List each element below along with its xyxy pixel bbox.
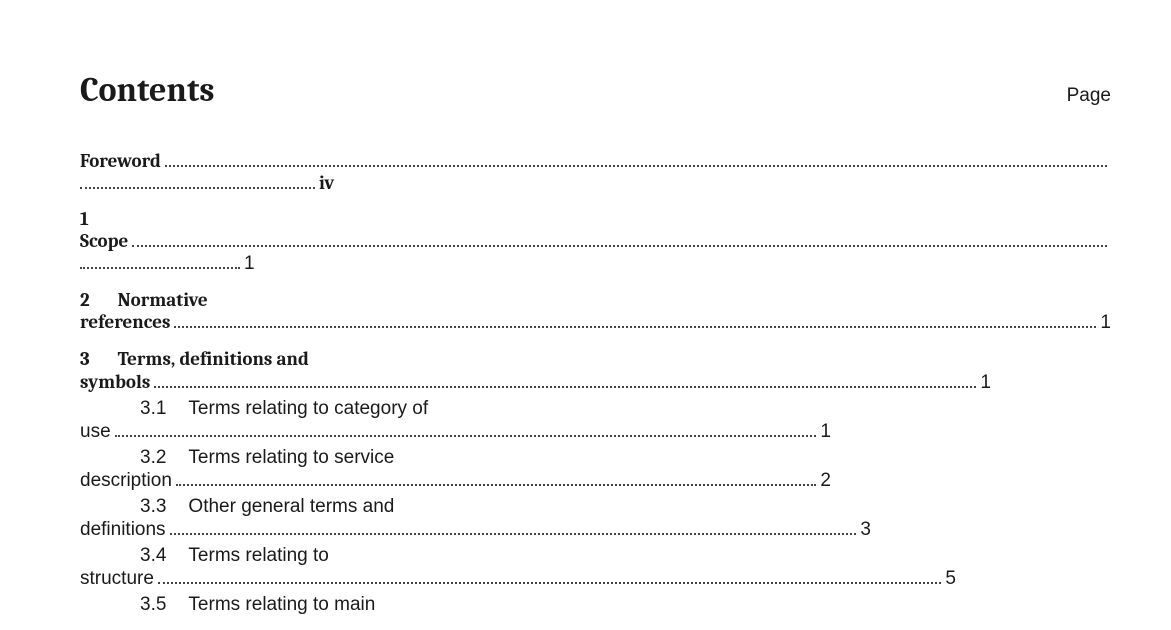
entry-title-part2: references	[80, 311, 170, 333]
toc-body: Foreword iv 1 Scope 1 2 Normative refere…	[80, 150, 1111, 616]
entry-number: 2	[80, 289, 90, 311]
toc-entry-3-2: 3.2 Terms relating to service descriptio…	[80, 447, 1111, 492]
entry-page: iv	[319, 172, 334, 194]
contents-title: Contents	[80, 70, 214, 110]
entry-number: 3.3	[140, 496, 166, 518]
entry-page: 1	[980, 372, 991, 394]
leader-dots	[115, 420, 817, 437]
leader-dots	[165, 150, 1107, 167]
entry-title-part2: symbols	[80, 371, 150, 393]
entry-number: 3.5	[140, 594, 166, 616]
leader-dots	[80, 172, 315, 189]
entry-title: Foreword	[80, 150, 161, 172]
entry-title: Scope	[80, 230, 128, 252]
entry-title-part1: Normative	[118, 289, 208, 311]
entry-page: 1	[1100, 312, 1111, 334]
toc-entry-3-1: 3.1 Terms relating to category of use 1	[80, 398, 1111, 443]
entry-page: 3	[860, 519, 871, 541]
entry-title-part1: Terms relating to	[188, 545, 328, 567]
leader-dots	[80, 252, 240, 269]
page-column-label: Page	[1067, 85, 1111, 107]
toc-entry-3: 3 Terms, definitions and symbols 1	[80, 348, 1111, 393]
entry-page: 2	[820, 470, 831, 492]
entry-number: 3.2	[140, 447, 166, 469]
toc-entry-foreword: Foreword iv	[80, 150, 1111, 194]
entry-title-part1: Terms relating to service	[188, 447, 394, 469]
entry-title-part2: structure	[80, 568, 154, 590]
toc-entry-3-4: 3.4 Terms relating to structure 5	[80, 545, 1111, 590]
entry-title-part2: use	[80, 421, 111, 443]
entry-title-part1: Terms relating to category of	[188, 398, 428, 420]
toc-entry-3-5: 3.5 Terms relating to main	[80, 594, 1111, 616]
leader-dots	[132, 230, 1107, 247]
entry-page: 5	[945, 568, 956, 590]
entry-number: 1	[80, 208, 89, 230]
toc-entry-2: 2 Normative references 1	[80, 289, 1111, 334]
entry-number: 3.4	[140, 545, 166, 567]
leader-dots	[154, 370, 976, 387]
leader-dots	[174, 311, 1096, 328]
entry-title-part1: Other general terms and	[188, 496, 394, 518]
toc-header: Contents Page	[80, 70, 1111, 110]
entry-title-part2: definitions	[80, 519, 166, 541]
leader-dots	[170, 518, 857, 535]
toc-entry-3-3: 3.3 Other general terms and definitions …	[80, 496, 1111, 541]
toc-entry-1: 1 Scope 1	[80, 208, 1111, 275]
entry-number: 3.1	[140, 398, 166, 420]
entry-title-part1: Terms, definitions and	[118, 348, 309, 370]
entry-title-part2: description	[80, 470, 172, 492]
entry-title-part1: Terms relating to main	[188, 594, 375, 616]
entry-page: 1	[244, 253, 255, 275]
entry-number: 3	[80, 348, 90, 370]
leader-dots	[176, 469, 817, 486]
leader-dots	[158, 567, 942, 584]
entry-page: 1	[820, 421, 831, 443]
